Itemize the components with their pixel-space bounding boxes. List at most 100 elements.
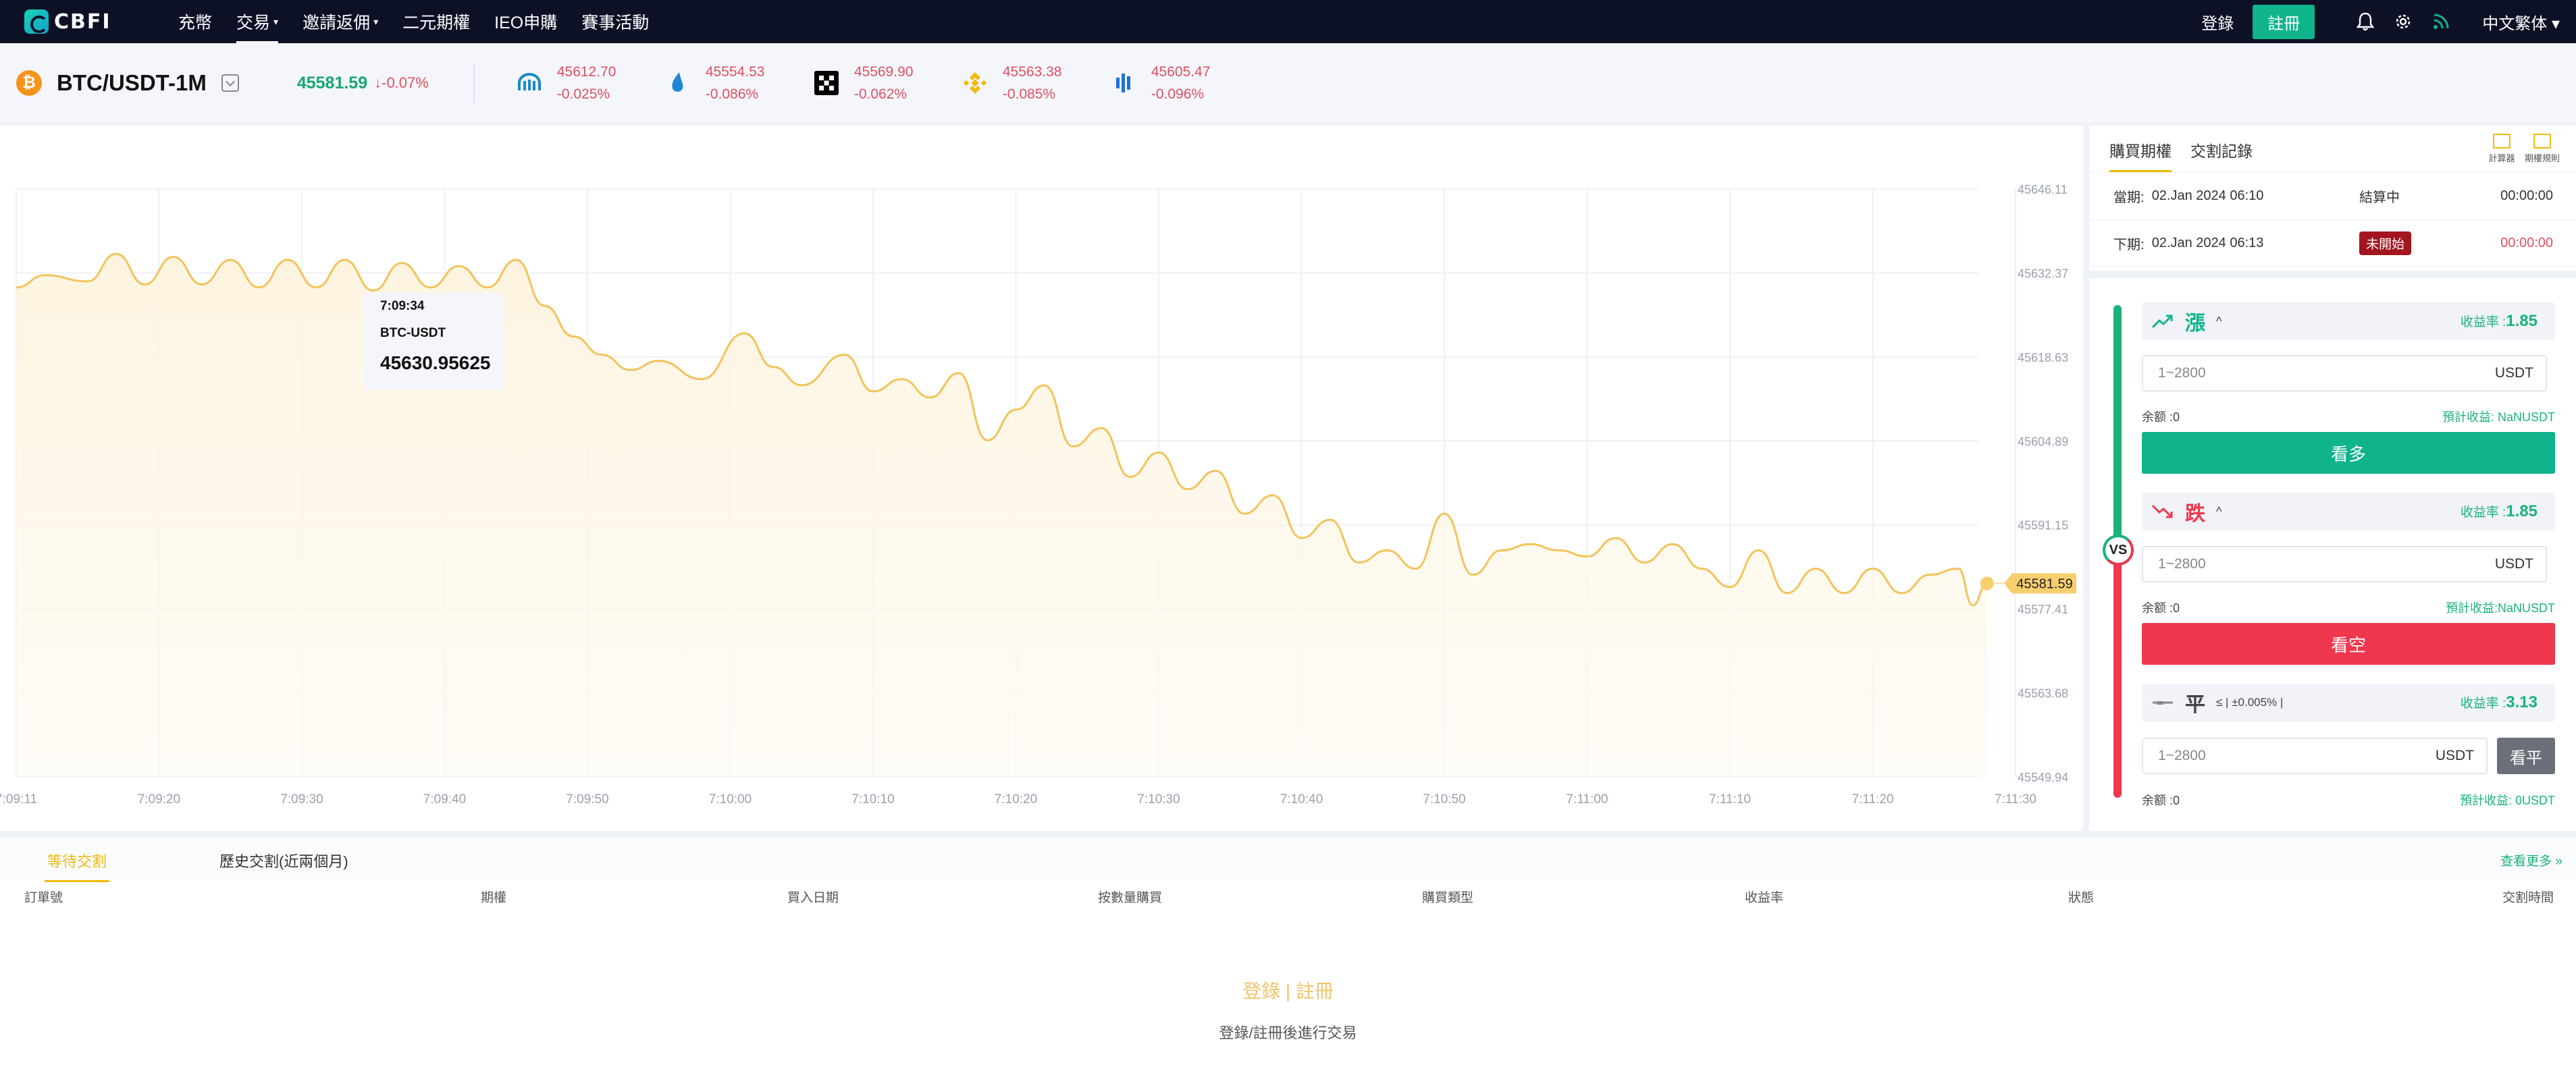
unit-label: USDT bbox=[2494, 365, 2533, 381]
y-tick-label: 45549.94 bbox=[2018, 771, 2068, 784]
next-period-row: 下期: 02.Jan 2024 06:13 未開始 00:00:00 bbox=[2089, 220, 2576, 267]
bitstamp-icon bbox=[665, 70, 691, 96]
nav-item-ieo[interactable]: IEO申購 bbox=[482, 0, 569, 43]
x-tick-label: 7:09:30 bbox=[280, 792, 323, 807]
price-chart-svg[interactable]: 45646.11 45632.37 45618.63 45604.89 45591.15… bbox=[0, 126, 2083, 831]
period-label: 下期: bbox=[2113, 238, 2145, 252]
exchange-price: 45563.38 bbox=[1002, 64, 1062, 80]
exchange-price: 45605.47 bbox=[1151, 64, 1211, 80]
register-button[interactable]: 註冊 bbox=[2253, 4, 2315, 39]
exchange-quote: 45569.90 -0.062% bbox=[814, 61, 962, 105]
orders-table-header: 訂單號 期權 買入日期 按數量購買 購買類型 收益率 狀態 交割時間 bbox=[0, 888, 2576, 915]
rss-icon[interactable] bbox=[2431, 11, 2451, 32]
column-header: 狀態 bbox=[2068, 891, 2095, 905]
nav-item-binary-options[interactable]: 二元期權 bbox=[390, 0, 482, 43]
period-date: 02.Jan 2024 06:13 bbox=[2151, 236, 2264, 250]
column-header: 按數量購買 bbox=[1098, 891, 1163, 905]
x-tick-label: 7:10:30 bbox=[1137, 792, 1180, 807]
up-amount-input[interactable]: 1~2800 USDT bbox=[2142, 355, 2547, 391]
unit-label: USDT bbox=[2494, 556, 2533, 572]
period-status: 結算中 bbox=[2359, 190, 2400, 205]
yield-label: 收益率 : bbox=[2460, 315, 2506, 329]
binance-icon bbox=[962, 70, 988, 96]
calculator-label: 計算器 bbox=[2488, 153, 2515, 163]
exchange-change: -0.025% bbox=[556, 86, 610, 102]
nav-item-label: 二元期權 bbox=[402, 13, 471, 32]
last-price-marker bbox=[1980, 576, 1994, 591]
y-tick-label: 45604.89 bbox=[2018, 435, 2068, 448]
tab-history-orders[interactable]: 歷史交割(近兩個月) bbox=[219, 853, 348, 870]
down-meta: 余额 :0 預計收益:NaNUSDT bbox=[2142, 599, 2555, 616]
status-badge: 未開始 bbox=[2359, 231, 2412, 255]
gear-icon[interactable] bbox=[2393, 11, 2413, 32]
flat-section-header[interactable]: 平 ≤ | ±0.005% | 收益率 :3.13 bbox=[2142, 684, 2555, 721]
yield-value: 1.85 bbox=[2506, 312, 2538, 330]
option-rules-button[interactable]: 期權規則 bbox=[2522, 134, 2562, 164]
balance-text: 余额 :0 bbox=[2142, 794, 2180, 807]
flat-range: ≤ | ±0.005% | bbox=[2216, 696, 2284, 709]
flat-yield: 收益率 :3.13 bbox=[2461, 693, 2538, 712]
y-tick-label: 45618.63 bbox=[2018, 351, 2068, 364]
exchange-change: -0.085% bbox=[1002, 86, 1056, 102]
pair-selector[interactable]: ₿ BTC/USDT-1M bbox=[16, 70, 239, 96]
nav-item-events[interactable]: 賽事活動 bbox=[569, 0, 661, 43]
nav-item-trade[interactable]: 交易 ▾ bbox=[224, 0, 290, 43]
down-section-header[interactable]: 跌 ^ 收益率 :1.85 bbox=[2142, 493, 2555, 530]
tab-pending-orders[interactable]: 等待交割 bbox=[44, 850, 110, 882]
chevron-up-icon[interactable]: ^ bbox=[2216, 504, 2222, 518]
exchange-quote: 45612.70 -0.025% bbox=[517, 61, 665, 105]
language-selector[interactable]: 中文繁体 ▾ bbox=[2482, 14, 2560, 33]
up-meta: 余额 :0 預計收益: NaNUSDT bbox=[2142, 408, 2555, 425]
exchange-change: -0.086% bbox=[705, 86, 759, 102]
pair-name: BTC/USDT-1M bbox=[57, 70, 207, 95]
x-tick-label: 7:10:40 bbox=[1280, 792, 1323, 807]
exchange-quote: 45554.53 -0.086% bbox=[665, 61, 814, 105]
series-line bbox=[16, 252, 1988, 607]
nav-item-referral[interactable]: 邀請返佣 ▾ bbox=[290, 0, 390, 43]
view-more-link[interactable]: 查看更多 » bbox=[2500, 854, 2562, 869]
down-amount-input[interactable]: 1~2800 USDT bbox=[2142, 546, 2547, 582]
tooltip-time: 7:09:34 bbox=[380, 299, 425, 313]
buy-flat-button[interactable]: 看平 bbox=[2497, 738, 2555, 774]
dropdown-toggle-icon[interactable] bbox=[221, 74, 239, 92]
x-tick-label: 7:11:30 bbox=[1995, 792, 2036, 807]
period-date: 02.Jan 2024 06:10 bbox=[2151, 188, 2264, 203]
chevron-up-icon[interactable]: ^ bbox=[2216, 314, 2222, 328]
tab-settlement-records[interactable]: 交割記錄 bbox=[2190, 142, 2253, 160]
exchange-quote: 45605.47 -0.096% bbox=[1111, 61, 1259, 105]
x-tick-label: 7:11:10 bbox=[1709, 792, 1751, 807]
logo[interactable]: CBFI bbox=[24, 9, 139, 34]
nav-item-label: 賽事活動 bbox=[581, 13, 650, 32]
unit-label: USDT bbox=[2435, 748, 2474, 763]
column-header: 買入日期 bbox=[787, 891, 839, 905]
exchange-price: 45554.53 bbox=[705, 64, 765, 80]
bell-icon[interactable] bbox=[2355, 11, 2375, 32]
flat-amount-input[interactable]: 1~2800 USDT bbox=[2142, 738, 2488, 774]
kraken-icon bbox=[517, 70, 542, 96]
chevron-down-icon: ▾ bbox=[273, 16, 279, 27]
login-register-link[interactable]: 登錄 | 註冊 bbox=[1242, 981, 1334, 1002]
yield-value: 1.85 bbox=[2506, 502, 2538, 520]
empty-state-text: 登錄/註冊後進行交易 bbox=[1219, 1025, 1357, 1041]
buy-short-button[interactable]: 看空 bbox=[2142, 623, 2555, 665]
nav-item-deposit[interactable]: 充幣 bbox=[166, 0, 224, 43]
nav-item-label: 交易 bbox=[236, 13, 271, 32]
up-section-header[interactable]: 漲 ^ 收益率 :1.85 bbox=[2142, 302, 2555, 340]
calculator-button[interactable]: 計算器 bbox=[2481, 134, 2522, 164]
period-countdown: 00:00:00 bbox=[2500, 188, 2553, 203]
login-link[interactable]: 登錄 bbox=[2201, 14, 2234, 33]
column-header: 收益率 bbox=[1745, 891, 1784, 905]
bitcoin-icon: ₿ bbox=[16, 70, 42, 96]
amount-placeholder: 1~2800 bbox=[2158, 556, 2206, 572]
tooltip-symbol: BTC-USDT bbox=[380, 326, 446, 340]
buy-long-button[interactable]: 看多 bbox=[2142, 432, 2555, 474]
flat-trend-icon bbox=[2153, 701, 2173, 705]
y-tick-label: 45563.68 bbox=[2018, 687, 2068, 701]
price-chart[interactable]: 45646.11 45632.37 45618.63 45604.89 45591.15… bbox=[0, 126, 2083, 831]
y-tick-label: 45632.37 bbox=[2018, 267, 2068, 280]
rules-label: 期權規則 bbox=[2524, 153, 2560, 163]
tab-buy-option[interactable]: 購買期權 bbox=[2109, 138, 2172, 172]
x-tick-label: 7:10:10 bbox=[851, 792, 894, 807]
okx-icon bbox=[814, 70, 839, 96]
x-tick-label: 7:09:11 bbox=[0, 792, 37, 807]
